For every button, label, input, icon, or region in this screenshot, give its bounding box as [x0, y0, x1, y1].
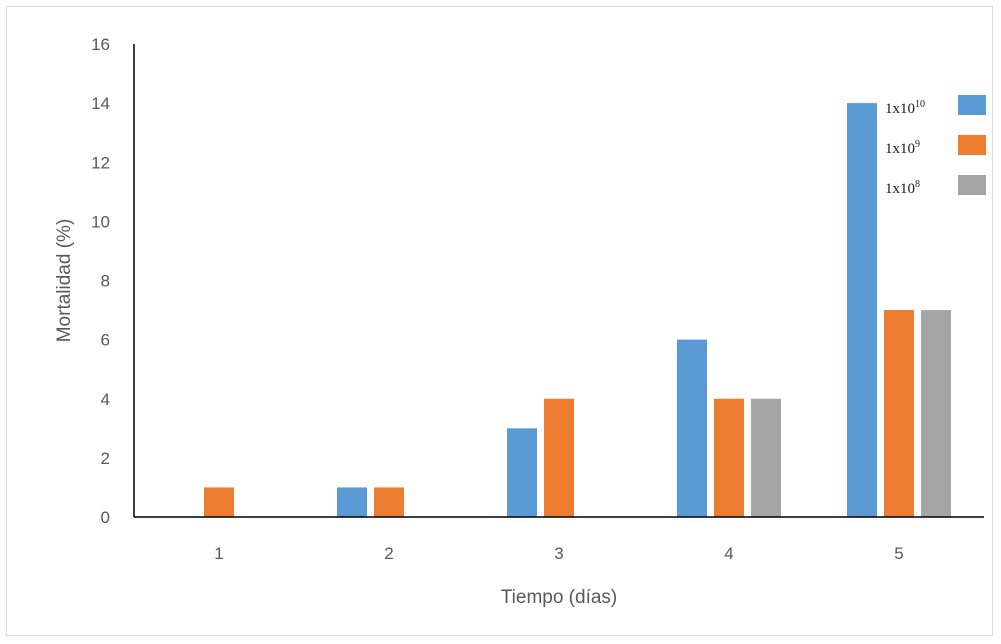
legend-item: 1x1010 [885, 95, 986, 117]
bar [921, 310, 951, 517]
x-tick-label: 4 [724, 544, 733, 563]
legend-swatch [958, 95, 986, 115]
legend-label: 1x108 [885, 179, 920, 197]
y-tick-label: 12 [91, 153, 110, 172]
bar [847, 103, 877, 517]
bar [544, 398, 574, 517]
bar [677, 339, 707, 517]
y-tick-label: 14 [91, 94, 110, 113]
legend: 1x1010 1x109 1x108 [885, 95, 986, 197]
x-axis-title: Tiempo (días) [501, 587, 618, 608]
bar [751, 398, 781, 517]
y-tick-labels: 0 2 4 6 8 10 12 14 16 [91, 35, 110, 527]
y-axis-title: Mortalidad (%) [54, 219, 75, 343]
y-tick-label: 2 [101, 449, 110, 468]
legend-swatch [958, 175, 986, 195]
y-tick-label: 6 [101, 331, 110, 350]
bars [204, 103, 951, 517]
x-tick-label: 2 [384, 544, 393, 563]
legend-label: 1x109 [885, 139, 920, 157]
x-tick-labels: 1 2 3 4 5 [214, 544, 903, 563]
bar [374, 487, 404, 517]
bar [204, 487, 234, 517]
legend-item: 1x108 [885, 175, 986, 197]
y-tick-label: 0 [101, 508, 110, 527]
y-tick-label: 10 [91, 212, 110, 231]
bar [714, 398, 744, 517]
legend-item: 1x109 [885, 135, 986, 157]
y-tick-label: 4 [101, 390, 110, 409]
legend-label: 1x1010 [885, 99, 925, 117]
x-tick-label: 5 [894, 544, 903, 563]
x-tick-label: 3 [554, 544, 563, 563]
chart-frame [6, 6, 993, 636]
bar [337, 487, 367, 517]
bar [507, 428, 537, 517]
y-tick-label: 16 [91, 35, 110, 54]
x-tick-label: 1 [214, 544, 223, 563]
legend-swatch [958, 135, 986, 155]
y-tick-label: 8 [101, 272, 110, 291]
bar [884, 310, 914, 517]
